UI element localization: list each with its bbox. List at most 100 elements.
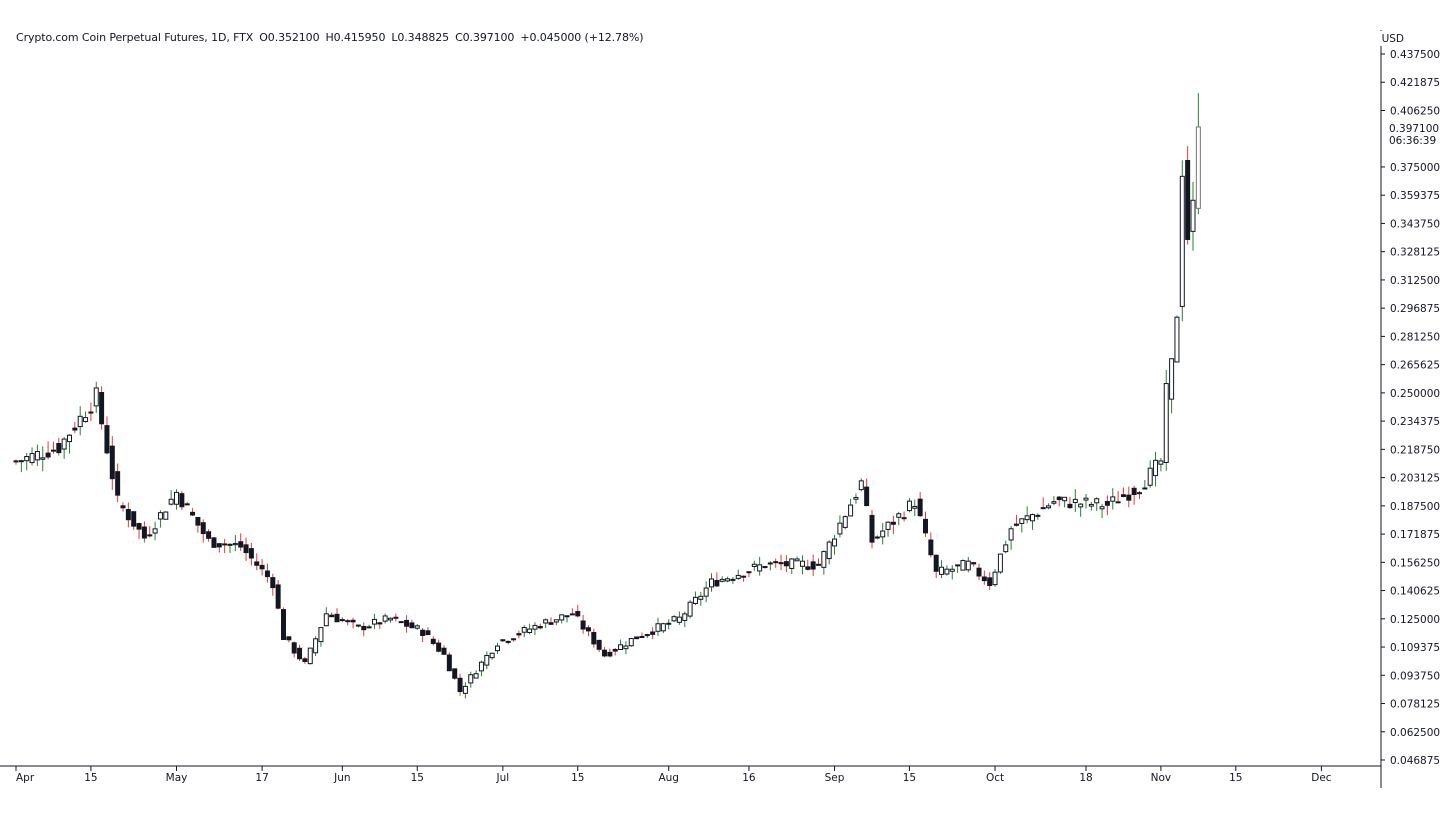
candle-body (548, 622, 554, 625)
candle-body (623, 645, 629, 650)
currency-label: USD (1382, 33, 1404, 45)
candle-body (596, 639, 602, 650)
candle-body (227, 543, 233, 546)
price-axis[interactable]: USD 0.437500 0.421875 0.406250 0.375000 0.35… (1372, 30, 1440, 788)
candle-body (1174, 316, 1180, 363)
candle-body (618, 644, 624, 650)
candle-body (339, 619, 345, 622)
candle-body (115, 471, 121, 496)
last-price-label: 0.397100 (1389, 123, 1439, 135)
candle-body (190, 511, 196, 516)
candle-body (896, 513, 902, 518)
candle-body (783, 561, 789, 567)
candle-body (816, 563, 821, 566)
candle-body (821, 551, 827, 568)
candle-body (1120, 494, 1126, 497)
candle-body (50, 449, 56, 452)
candle-body (174, 491, 179, 505)
candle-body (901, 517, 907, 520)
time-tick-label: 15 (903, 772, 916, 784)
candle-body (890, 521, 896, 525)
candle-body (281, 609, 286, 640)
time-axis[interactable]: Apr 15 May 17 Jun 15 Jul 15 Aug 16 Sep 15 Oct 18 Nov 15… (0, 765, 1381, 784)
price-tick-label: 0.218750 (1390, 444, 1440, 456)
candle-body (1153, 459, 1159, 477)
candle-body (1051, 501, 1057, 504)
candle-body (933, 554, 939, 572)
candle-body (965, 560, 971, 571)
time-tick-label: Dec (1311, 772, 1332, 784)
candle-body (29, 453, 35, 464)
candle-body (478, 661, 484, 672)
price-tick-label: 0.109375 (1390, 642, 1440, 654)
candle-body (323, 613, 329, 627)
time-tick-label: 15 (571, 772, 584, 784)
candle-body (709, 578, 714, 588)
candle-body (687, 601, 693, 617)
legend-high: H0.415950 (325, 31, 386, 44)
price-tick-label: 0.125000 (1390, 614, 1440, 626)
candle-body (997, 553, 1003, 573)
candle-body (1008, 528, 1014, 541)
candle-body (462, 685, 468, 694)
candle-body (414, 625, 420, 629)
price-tick-label: 0.046875 (1390, 755, 1440, 767)
time-tick-label: Nov (1151, 772, 1172, 784)
candle-body (1158, 460, 1164, 465)
candle-body (195, 516, 201, 526)
candle-body (874, 536, 880, 539)
price-tick-label: 0.343750 (1390, 218, 1440, 230)
candle-body (955, 564, 961, 567)
candles-layer (13, 92, 1201, 699)
candle-body (24, 455, 30, 462)
candle-body (313, 638, 319, 654)
candle-body (607, 651, 613, 657)
price-tick-label: 0.156250 (1390, 557, 1440, 569)
candle-body (468, 674, 474, 684)
candle-body (575, 611, 581, 617)
candle-body (714, 580, 720, 587)
candle-body (944, 568, 950, 575)
candle-body (420, 629, 426, 636)
candle-body (211, 537, 217, 548)
candle-body (778, 562, 784, 565)
countdown-label: 06:36:39 (1389, 135, 1436, 147)
candle-body (184, 503, 190, 506)
candle-body (393, 616, 399, 619)
candle-body (18, 460, 24, 463)
candle-body (329, 614, 335, 618)
candle-body (1024, 515, 1030, 521)
candle-body (264, 570, 270, 578)
candle-body (719, 578, 725, 582)
candle-body (682, 613, 688, 621)
candle-body (120, 505, 126, 509)
candle-body (484, 654, 490, 666)
time-tick-label: Apr (16, 772, 35, 784)
candle-body (1035, 514, 1041, 517)
candle-body (34, 451, 40, 461)
candle-body (371, 618, 377, 625)
candle-body (532, 624, 538, 630)
candle-body (676, 616, 682, 623)
candle-body (655, 623, 661, 632)
candle-body (350, 619, 356, 623)
candle-body (302, 658, 308, 662)
candle-body (345, 620, 351, 623)
candle-body (1046, 505, 1052, 509)
candle-body (1179, 175, 1185, 307)
candle-body (981, 576, 987, 582)
candle-body (634, 636, 640, 640)
candle-body (222, 543, 228, 546)
candle-body (564, 615, 570, 618)
candle-body (923, 518, 928, 534)
candle-body (810, 561, 816, 570)
candle-body (869, 514, 875, 543)
time-tick-label: 18 (1079, 772, 1092, 784)
candle-body (457, 677, 463, 693)
candle-body (569, 613, 575, 616)
candle-body (425, 630, 431, 636)
candle-body (248, 548, 254, 559)
candle-body (136, 523, 142, 530)
candle-body (216, 543, 222, 548)
